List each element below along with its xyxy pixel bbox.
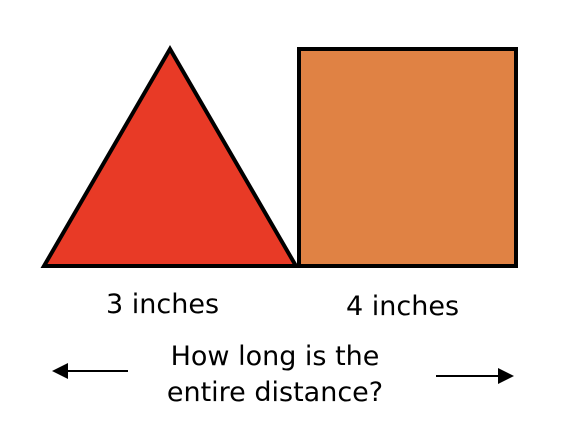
question-text: How long is the entire distance? <box>140 339 410 411</box>
right-arrow-icon <box>436 368 514 384</box>
left-arrow-icon <box>52 363 128 379</box>
question-line-1: How long is the <box>170 341 380 372</box>
square-shape <box>297 47 518 268</box>
square-length-label: 4 inches <box>346 291 460 322</box>
triangle-length-label: 3 inches <box>106 289 220 320</box>
question-line-2: entire distance? <box>166 377 384 408</box>
triangle-shape <box>40 45 300 268</box>
